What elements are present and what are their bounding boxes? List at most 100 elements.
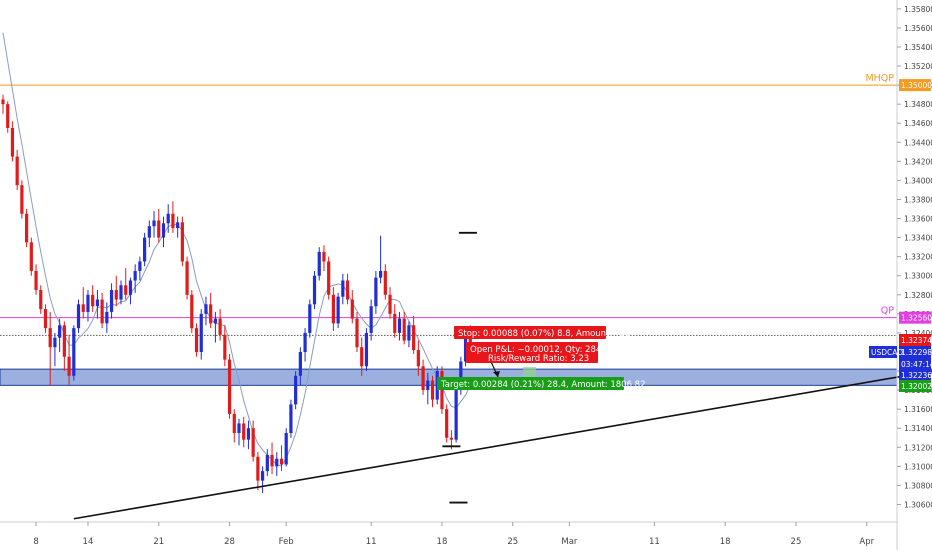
candle-body: [407, 325, 411, 341]
candle-body: [72, 328, 76, 376]
mhqp-price-tag-box: [899, 79, 931, 92]
candle-body: [251, 428, 255, 457]
candle-body: [128, 280, 133, 295]
y-tick-label: 1.35200: [904, 62, 932, 71]
y-tick-label: 1.34200: [904, 157, 932, 166]
current-price-tag: 1.32298: [901, 348, 932, 357]
candle-body: [199, 313, 203, 352]
candle-body: [190, 294, 194, 329]
candle-body: [223, 334, 227, 360]
candle-body: [397, 318, 402, 333]
candle-body: [152, 220, 156, 227]
x-tick-label: Mar: [561, 537, 578, 547]
pnl-label: Open P&L: −0.00012, Qty: 284090: [470, 345, 618, 355]
candle-body: [279, 458, 284, 465]
level-label: MHQP: [865, 73, 894, 84]
stop-label-box: [454, 326, 606, 339]
moving-average-layer: [2, 32, 471, 467]
stop-label: Stop: 0.00088 (0.07%) 8.8, Amount: 750: [458, 329, 631, 339]
candle-body: [161, 223, 166, 238]
candle-body: [43, 309, 48, 329]
candle-body: [10, 127, 15, 157]
x-tick-label: 11: [649, 537, 660, 547]
x-tick-label: 21: [153, 537, 164, 547]
candle-body: [246, 428, 251, 440]
y-tick-label: 1.33800: [904, 195, 932, 204]
bid-price-tag-box: [899, 369, 931, 381]
position-tool[interactable]: Stop: 0.00088 (0.07%) 8.8, Amount: 750 Op…: [437, 326, 646, 390]
candle-body: [81, 304, 85, 312]
candle-body: [143, 237, 147, 262]
candle-body: [430, 380, 435, 400]
candle-body: [426, 380, 430, 391]
candle-body: [157, 220, 161, 238]
current-price-tag-box: [899, 346, 931, 358]
risk-reward-label: Risk/Reward Ratio: 3.23: [488, 354, 589, 364]
countdown-tag-box: [899, 358, 931, 370]
y-tick-label: 1.34000: [904, 176, 932, 185]
candle-body: [336, 296, 340, 324]
candle-body: [209, 304, 213, 324]
target-price-tag-box: [899, 380, 931, 392]
candle-body: [53, 337, 57, 348]
qp-price-tag: 1.32560: [901, 314, 932, 323]
horizontal-levels: MHQP QP: [0, 73, 897, 336]
candle-body: [15, 156, 19, 186]
bid-price-tag: 1.32236: [901, 371, 932, 380]
target-label-box: [437, 377, 624, 390]
candle-body: [369, 306, 373, 333]
candle-body: [185, 261, 189, 295]
candle-body: [298, 351, 302, 376]
candle-body: [67, 356, 71, 376]
x-tick-label: 8: [33, 537, 38, 547]
candle-body: [345, 280, 350, 300]
candle-body: [440, 371, 444, 410]
candle-body: [171, 213, 175, 229]
target-price-tag: 1.32002: [901, 382, 932, 391]
candle-body: [232, 413, 236, 433]
candle-body: [62, 325, 66, 357]
candle-body: [39, 290, 43, 310]
candle-body: [86, 294, 90, 312]
y-tick-label: 1.35400: [904, 43, 932, 52]
x-tick-label: 25: [791, 537, 802, 547]
candle-body: [25, 213, 29, 243]
y-tick-label: 1.33200: [904, 253, 932, 262]
candle-body: [463, 332, 468, 362]
time-axis[interactable]: 8142128Feb111825Mar111825Apr815: [0, 521, 932, 547]
candle-body: [374, 277, 378, 307]
y-tick-label: 1.33400: [904, 234, 932, 243]
moving-average-line: [2, 32, 471, 467]
candle-body: [100, 299, 104, 324]
candle-body: [308, 304, 312, 333]
candle-body: [1, 99, 5, 105]
candle-body: [204, 304, 208, 314]
candle-body: [402, 318, 406, 341]
y-tick-label: 1.31600: [904, 405, 932, 414]
candle-body: [265, 454, 269, 472]
price-tags: 1.35000 1.32560 1.32374 1.32298 03:47:14 1.32…: [869, 79, 932, 392]
candle-body: [454, 390, 458, 440]
candle-body: [147, 226, 151, 238]
candle-body: [95, 299, 99, 307]
candle-body: [166, 213, 170, 224]
candle-body: [322, 251, 326, 262]
candle-body: [48, 328, 52, 348]
candle-body: [242, 423, 246, 440]
y-tick-label: 1.32800: [904, 291, 932, 300]
y-tick-label: 1.33000: [904, 272, 932, 281]
candle-body: [468, 332, 472, 351]
candle-body: [364, 332, 369, 367]
candle-body: [355, 318, 359, 348]
countdown-tag: 03:47:14: [901, 360, 932, 369]
trendline-layer: [73, 365, 932, 520]
candle-body: [109, 290, 114, 312]
ascending-trendline[interactable]: [73, 365, 932, 520]
candle-body: [360, 347, 364, 367]
candle-body: [289, 404, 293, 433]
candle-body: [34, 270, 38, 291]
candle-body: [383, 270, 387, 295]
symbol-tag: USDCAD: [871, 348, 903, 357]
candle-body: [114, 290, 118, 300]
